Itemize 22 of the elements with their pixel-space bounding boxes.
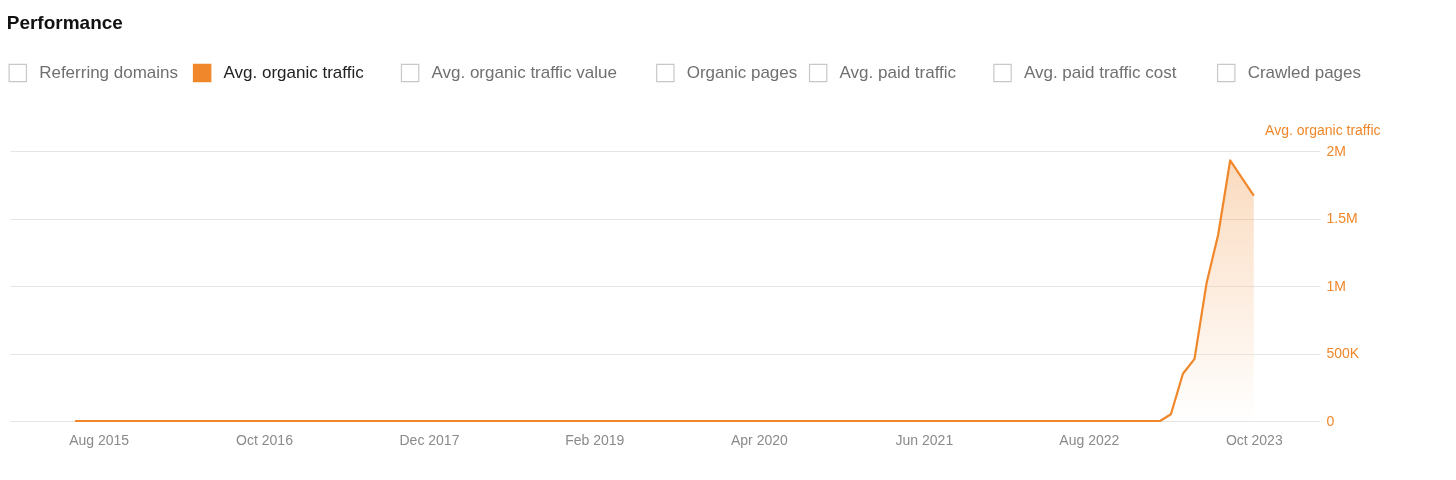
- y-tick-label: 0: [1326, 412, 1335, 429]
- x-tick-label: Aug 2015: [69, 431, 130, 448]
- text: Crawled pages: [1247, 63, 1362, 82]
- text: Organic pages: [686, 63, 798, 82]
- x-tick-label: Oct 2016: [236, 431, 294, 448]
- text: Avg. organic traffic value: [431, 63, 618, 82]
- x-tick-label: Feb 2019: [565, 431, 625, 448]
- y-tick-label: 500K: [1326, 345, 1360, 361]
- x-tick-label: Apr 2020: [730, 431, 789, 448]
- x-tick-label: Oct 2023: [1225, 431, 1283, 448]
- legend-label: Avg. organic traffic: [223, 63, 365, 82]
- text: Avg. paid traffic cost: [1023, 63, 1177, 82]
- y-axis-title: Avg. organic traffic: [1265, 121, 1381, 138]
- text: Avg. paid traffic: [839, 63, 957, 82]
- chart-title: Performance: [6, 12, 123, 33]
- y-tick-label: 2M: [1326, 142, 1346, 159]
- x-tick-label: Aug 2022: [1059, 431, 1120, 448]
- y-tick-label: 1.5M: [1326, 210, 1358, 226]
- x-tick-label: Jun 2021: [895, 431, 954, 448]
- x-tick-label: Dec 2017: [399, 431, 460, 448]
- y-tick-label: 1M: [1326, 277, 1346, 294]
- text: Referring domains: [39, 63, 179, 82]
